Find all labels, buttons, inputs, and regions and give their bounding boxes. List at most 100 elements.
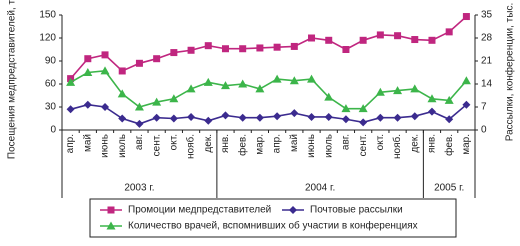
x-tick-label: мар. [255, 134, 266, 155]
y2-tick-label: 21 [481, 56, 493, 67]
y2-tick-label: 0 [481, 125, 487, 136]
marker [101, 103, 110, 111]
x-tick-label: сент. [151, 134, 162, 156]
marker [273, 112, 282, 121]
y2-tick-label: 14 [481, 79, 493, 90]
legend-label: Количество врачей, вспомнивших об участи… [128, 220, 418, 232]
legend-marker [106, 221, 116, 230]
series-line [69, 15, 467, 80]
marker [238, 113, 247, 122]
marker [153, 55, 161, 63]
marker [307, 112, 316, 121]
marker [358, 104, 368, 113]
marker [341, 115, 350, 124]
marker [118, 67, 126, 75]
marker [461, 76, 471, 85]
marker [462, 100, 471, 109]
marker [462, 13, 470, 21]
y-tick-label: 60 [45, 79, 57, 90]
marker [428, 36, 436, 44]
marker [152, 97, 162, 106]
marker [341, 104, 351, 113]
y-tick-label: 150 [39, 10, 56, 21]
x-tick-label: апр. [65, 134, 76, 153]
marker [290, 42, 298, 50]
x-tick-label: дек. [409, 134, 420, 153]
x-tick-label: авг. [341, 134, 352, 150]
x-tick-label: июнь [306, 134, 317, 158]
marker [134, 102, 144, 111]
marker [100, 66, 110, 75]
marker [410, 112, 419, 121]
x-tick-label: май [82, 134, 93, 152]
marker [427, 107, 436, 116]
marker [152, 113, 161, 122]
marker [289, 76, 299, 85]
x-tick-label: июнь [100, 134, 111, 158]
marker [187, 46, 195, 54]
chart: Посещения медпредставителей, тыс. Рассыл… [7, 0, 516, 238]
marker [84, 55, 92, 63]
marker [308, 34, 316, 42]
x-tick-label: янв. [220, 134, 231, 153]
marker [239, 45, 247, 53]
y2-tick-label: 35 [481, 10, 493, 21]
marker [324, 92, 334, 101]
marker [255, 113, 264, 122]
marker [255, 84, 265, 93]
y2-tick-label: 28 [481, 33, 493, 44]
x-tick-label: май [289, 134, 300, 152]
x-tick-label: фев. [236, 134, 248, 156]
marker [342, 46, 350, 53]
legend-box [89, 198, 457, 238]
x-tick-label: июль [323, 134, 334, 158]
series-line [70, 70, 467, 110]
marker [117, 89, 127, 98]
y-tick-label: 90 [45, 56, 57, 67]
x-tick-label: апр. [272, 134, 283, 153]
x-tick-label: янв. [427, 134, 438, 153]
x-tick-label: сент. [358, 134, 369, 156]
y2-axis-title: Рассылки, конференции, тыс. [504, 3, 516, 141]
x-tick-label: фев. [443, 134, 455, 156]
marker [169, 94, 179, 103]
x-tick-label: авг. [134, 134, 145, 150]
marker [203, 77, 213, 86]
marker [410, 84, 420, 93]
marker [66, 77, 76, 86]
series-line [70, 103, 467, 125]
marker [375, 87, 385, 96]
y2-tick-label: 7 [481, 102, 487, 113]
x-tick-label: мар. [461, 134, 472, 155]
legend-marker [107, 206, 115, 214]
marker [444, 95, 454, 104]
marker [220, 81, 230, 90]
y-tick-label: 30 [45, 102, 57, 113]
marker [359, 118, 368, 127]
marker [66, 105, 75, 114]
marker [273, 43, 281, 51]
marker [376, 113, 385, 122]
marker [325, 36, 333, 44]
x-tick-label: окт. [375, 134, 386, 150]
marker [445, 28, 453, 36]
marker [393, 86, 403, 95]
marker [170, 49, 178, 57]
marker [204, 42, 212, 50]
x-tick-label: июль [117, 134, 128, 158]
x-tick-label: нояб. [185, 134, 197, 159]
marker [221, 111, 230, 120]
y-tick-label: 120 [39, 33, 56, 44]
marker [186, 84, 196, 93]
y-axis-title: Посещения медпредставителей, тыс. [7, 0, 18, 159]
legend-label: Почтовые рассылки [310, 205, 403, 216]
marker [187, 112, 196, 121]
marker [445, 115, 454, 124]
marker [376, 31, 384, 39]
marker [83, 68, 93, 76]
marker [204, 116, 213, 125]
marker [427, 94, 437, 103]
legend-label: Промоции медпредставителей [128, 205, 271, 216]
marker [169, 114, 178, 123]
x-tick-label: нояб. [391, 134, 403, 159]
